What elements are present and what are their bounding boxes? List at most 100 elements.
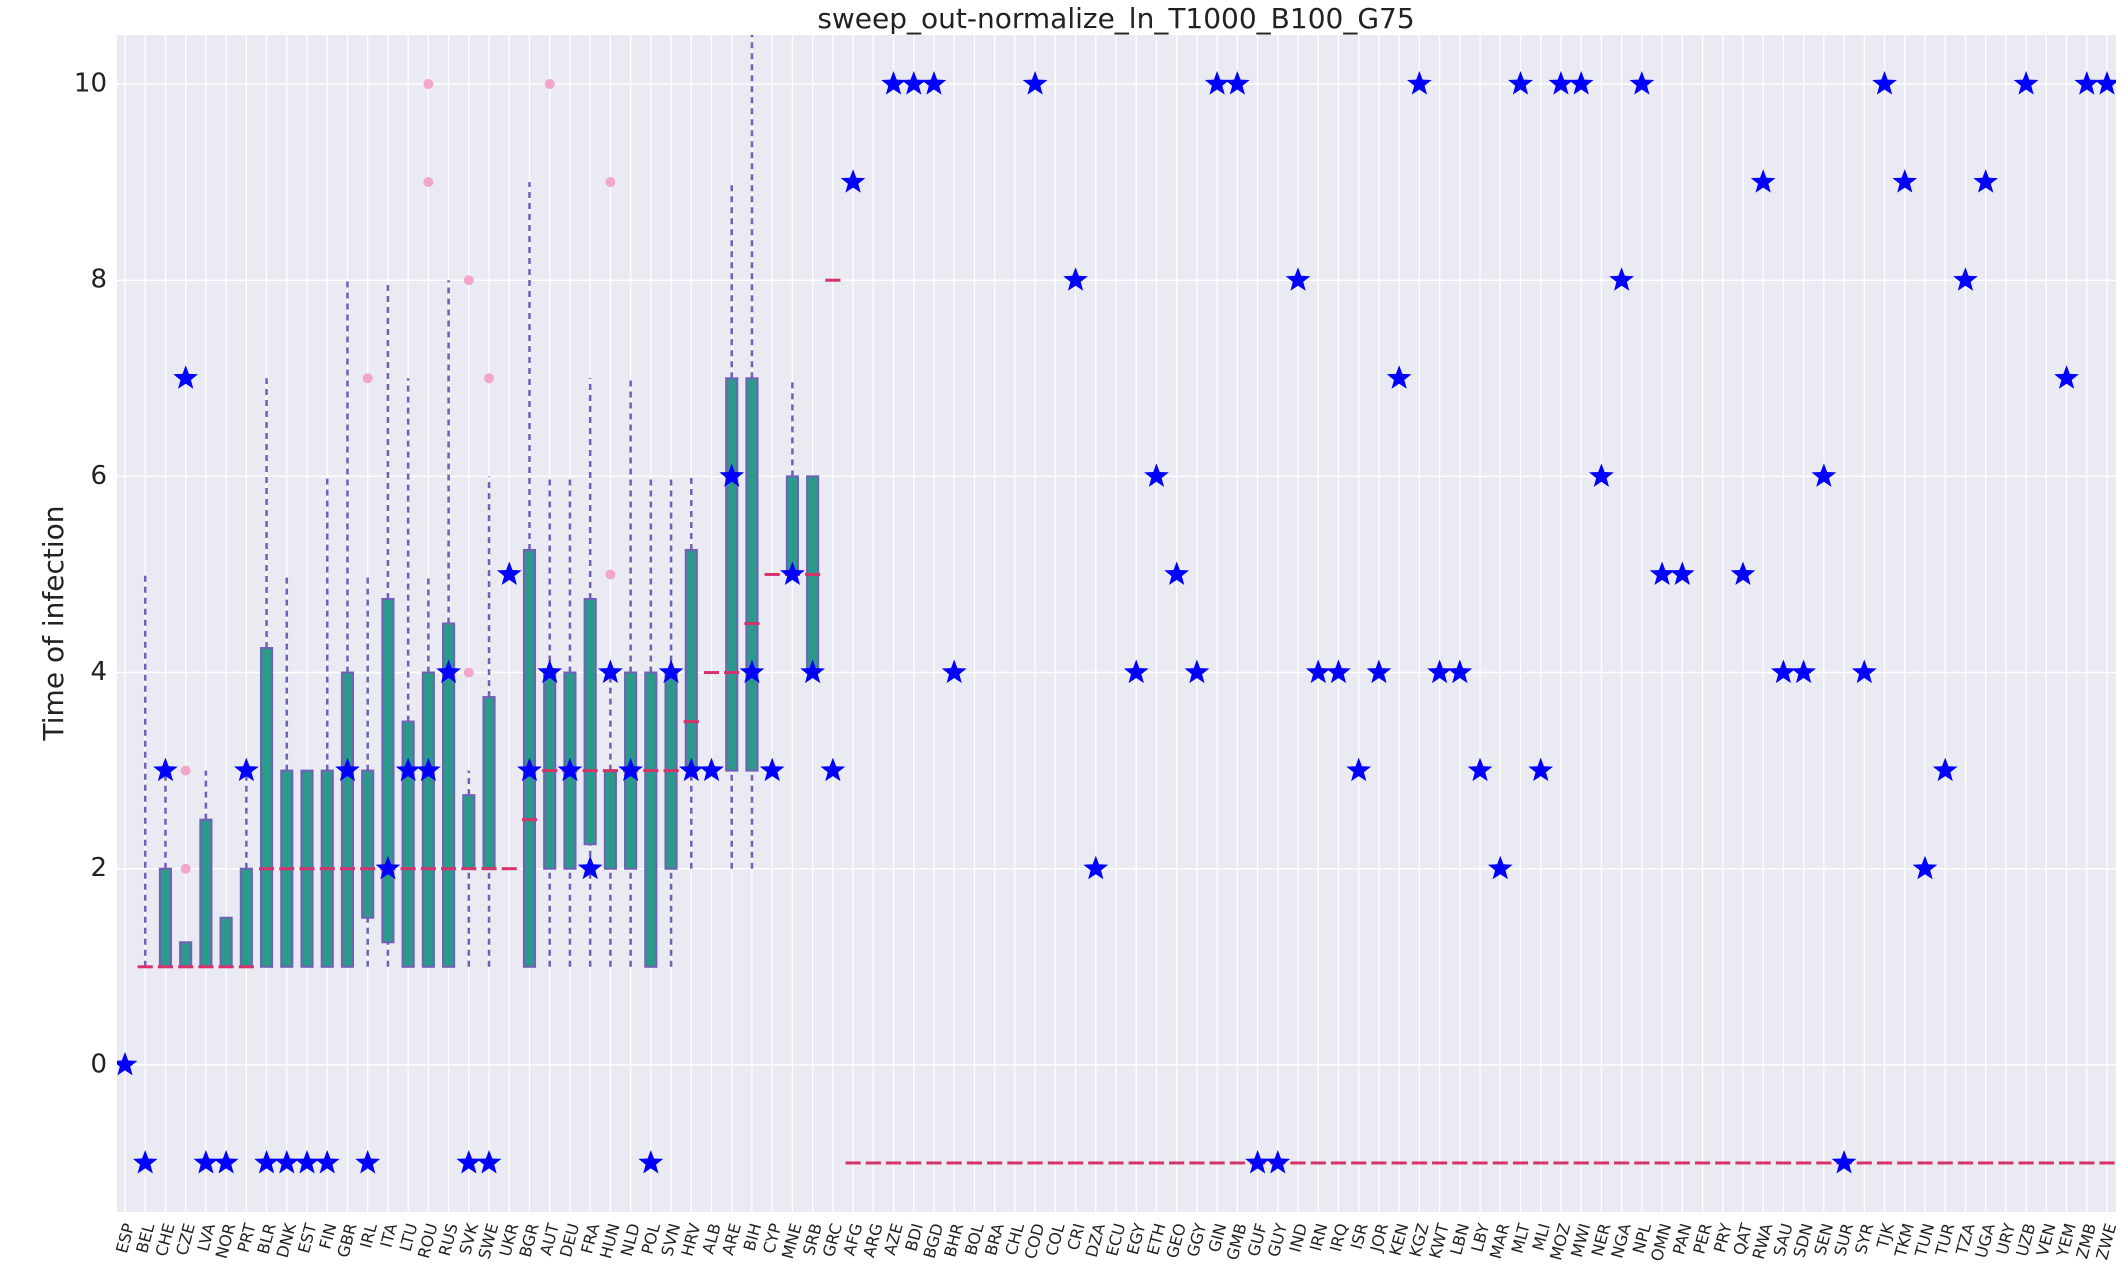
point-star	[173, 365, 198, 389]
flier	[463, 667, 474, 678]
point-star	[234, 757, 259, 782]
box	[482, 696, 496, 870]
point-star	[1508, 71, 1533, 95]
point-star	[1487, 855, 1513, 880]
point-star	[941, 659, 967, 684]
point-star	[1326, 659, 1351, 684]
point-star	[416, 757, 441, 782]
box	[199, 818, 213, 968]
point-star	[1245, 1150, 1270, 1174]
box	[421, 671, 435, 968]
box	[725, 377, 739, 772]
point-star	[1184, 659, 1210, 684]
point-star	[1204, 71, 1230, 95]
point-star	[658, 659, 684, 684]
point-star	[1346, 757, 1372, 782]
point-star	[1528, 757, 1554, 782]
flier	[484, 373, 495, 384]
box	[442, 622, 456, 968]
box	[340, 671, 355, 968]
point-star	[618, 757, 643, 782]
y-tick-label: 8	[90, 265, 107, 295]
flier	[362, 373, 373, 384]
point-star	[800, 659, 825, 684]
point-star	[1932, 757, 1958, 782]
point-star	[1144, 463, 1169, 487]
point-star	[193, 1150, 219, 1174]
point-star	[921, 71, 947, 95]
point-star	[719, 463, 745, 487]
box	[219, 916, 233, 968]
box	[158, 867, 173, 968]
point-star	[1305, 659, 1331, 684]
point-star	[1730, 561, 1756, 585]
point-star	[780, 561, 805, 585]
point-star	[1063, 267, 1088, 291]
box	[583, 597, 597, 846]
point-star	[1225, 71, 1250, 95]
point-star	[335, 757, 360, 782]
point-star	[2013, 71, 2039, 95]
point-star	[557, 757, 583, 782]
point-star	[294, 1150, 320, 1174]
point-star	[1083, 855, 1109, 880]
point-star	[1589, 463, 1614, 487]
box	[603, 769, 617, 870]
flier	[423, 177, 434, 188]
point-star	[436, 659, 461, 684]
point-star	[1548, 71, 1574, 95]
y-tick-label: 4	[90, 657, 107, 687]
point-star	[2054, 365, 2079, 389]
box	[644, 671, 658, 968]
point-star	[1629, 71, 1655, 95]
box	[785, 475, 799, 576]
point-star	[598, 659, 623, 684]
point-star	[375, 855, 401, 880]
flier	[180, 765, 191, 776]
point-star	[1568, 71, 1594, 95]
chart-title: sweep_out-normalize_ln_T1000_B100_G75	[817, 2, 1414, 35]
point-star	[132, 1150, 158, 1174]
box	[401, 720, 415, 968]
box	[381, 597, 395, 944]
point-star	[901, 71, 927, 95]
y-tick-label: 0	[90, 1049, 107, 1079]
point-star	[274, 1150, 300, 1174]
point-star	[1912, 855, 1938, 880]
point-star	[638, 1150, 664, 1174]
point-star	[1649, 561, 1675, 585]
y-tick-label: 10	[74, 69, 107, 99]
point-star	[395, 757, 421, 782]
box	[260, 647, 274, 968]
point-star	[355, 1150, 381, 1174]
point-star	[456, 1150, 482, 1174]
point-star	[1407, 71, 1432, 95]
point-star	[1285, 267, 1311, 291]
point-star	[1669, 561, 1695, 585]
point-star	[1953, 267, 1978, 291]
point-star	[1872, 71, 1897, 95]
flier	[423, 79, 434, 90]
flier	[605, 569, 616, 580]
point-star	[254, 1150, 279, 1174]
box	[462, 794, 476, 870]
point-star	[1467, 757, 1493, 782]
box	[745, 377, 759, 772]
point-star	[1609, 267, 1634, 291]
box	[179, 941, 193, 968]
point-star	[517, 757, 542, 782]
labels: ESPBELCHECZELVANORPRTBLRDNKESTFINGBRIRLI…	[74, 69, 2120, 1264]
point-star	[1123, 659, 1149, 684]
point-star	[1771, 659, 1796, 684]
point-star	[213, 1150, 239, 1174]
point-star	[314, 1150, 340, 1174]
point-star	[496, 561, 522, 585]
point-star	[699, 757, 724, 782]
point-star	[1265, 1150, 1291, 1174]
point-star	[1831, 1150, 1857, 1174]
point-star	[1366, 659, 1392, 684]
flier	[180, 863, 191, 874]
box	[361, 769, 375, 919]
point-star	[1791, 659, 1816, 684]
point-star	[2094, 71, 2116, 95]
